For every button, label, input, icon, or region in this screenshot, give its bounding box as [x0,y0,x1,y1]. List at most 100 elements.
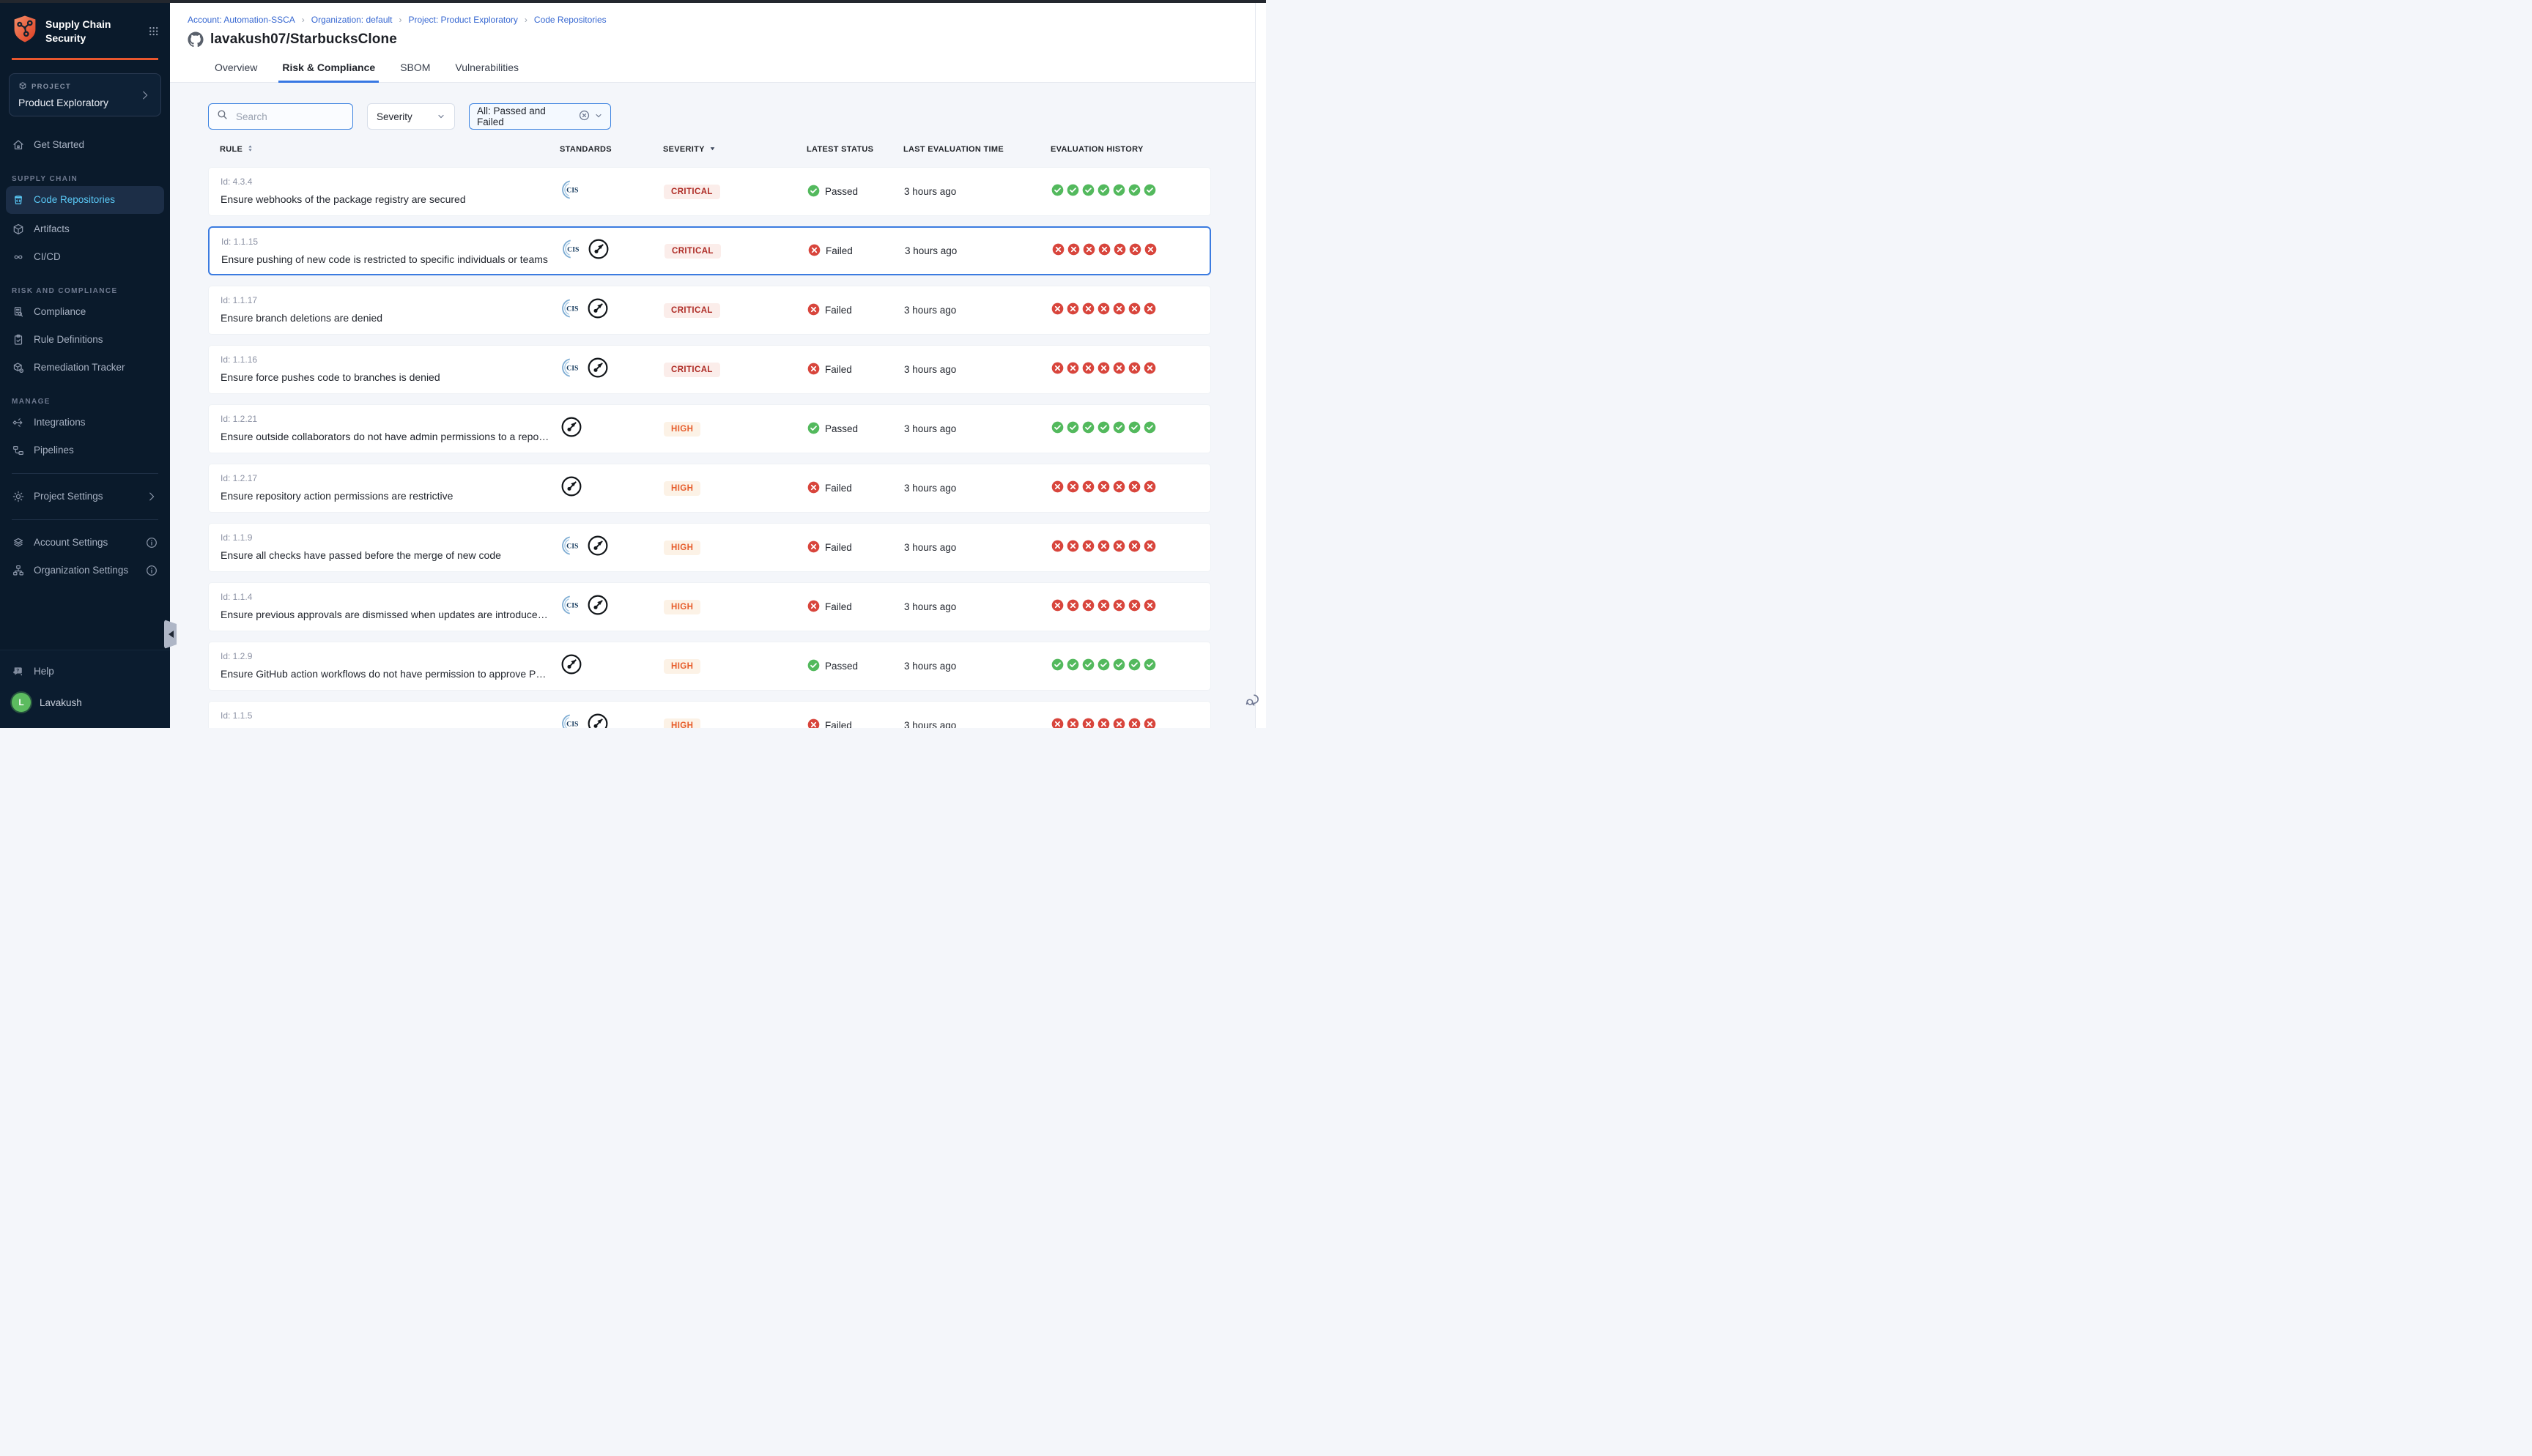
evaluation-fail-icon [1113,599,1125,615]
evaluation-fail-icon [1051,540,1064,556]
evaluation-fail-icon [1067,243,1080,259]
cis-standard-icon: CIS [560,179,582,204]
cicd-icon [12,250,25,264]
table-row[interactable]: Id: 1.2.17 Ensure repository action perm… [208,464,1211,513]
sidebar-item-rule-definitions[interactable]: Rule Definitions [0,326,170,354]
evaluation-fail-icon [1082,480,1095,497]
module-grid-icon[interactable] [148,26,160,37]
right-scroll-rail[interactable] [1255,3,1266,728]
evaluation-fail-icon [1144,599,1156,615]
table-row[interactable]: Id: 1.2.21 Ensure outside collaborators … [208,404,1211,453]
sidebar-item-label: Artifacts [34,223,70,234]
sidebar-item-organization-settings[interactable]: Organization Settings [0,557,170,584]
severity-badge: CRITICAL [664,184,720,199]
tab-risk-compliance[interactable]: Risk & Compliance [278,56,380,83]
sidebar-item-label: Integrations [34,416,86,428]
standards-cell: CIS [560,535,664,560]
project-selector[interactable]: PROJECT Product Exploratory [9,73,161,116]
table-row[interactable]: Id: 1.2.9 Ensure GitHub action workflows… [208,642,1211,691]
evaluation-fail-icon [1113,540,1125,556]
sidebar-item-project-settings[interactable]: Project Settings [0,483,170,510]
rule-id: Id: 1.2.9 [221,651,253,661]
latest-status-cell: Failed [807,303,904,318]
evaluation-pass-icon [1128,184,1141,200]
evaluation-pass-icon [1097,184,1110,200]
evaluation-history-cell [1051,184,1210,200]
status-filter-dropdown[interactable]: All: Passed and Failed [469,103,611,130]
last-evaluation-time: 3 hours ago [904,661,957,672]
table-row[interactable]: Id: 1.1.16 Ensure force pushes code to b… [208,345,1211,394]
status-label: Failed [825,601,852,612]
sidebar-item-integrations[interactable]: Integrations [0,409,170,437]
evaluation-fail-icon [1113,718,1125,728]
sidebar-item-pipelines[interactable]: Pipelines [0,437,170,464]
table-row[interactable]: Id: 1.1.5 CIS HIGH Failed 3 hours ago [208,701,1211,728]
sidebar-item-help[interactable]: ? Help [0,658,170,686]
project-name: Product Exploratory [18,97,108,108]
severity-cell: CRITICAL [664,302,807,318]
failed-icon [807,363,820,377]
search-input[interactable] [234,110,345,123]
severity-cell: HIGH [664,480,807,496]
owasp-standard-icon [560,416,582,442]
evaluation-history-cell [1051,421,1210,437]
breadcrumb-link[interactable]: Code Repositories [533,15,607,25]
sidebar-collapse-handle[interactable] [164,620,177,649]
standards-cell: CIS [560,594,664,620]
column-header-standards: STANDARDS [560,145,663,154]
rule-cell: Id: 4.3.4 Ensure webhooks of the package… [209,168,560,207]
svg-text:CIS: CIS [567,246,580,254]
latest-status-cell: Passed [807,185,904,199]
app-logo-shield-icon [12,15,38,48]
sidebar-item-compliance[interactable]: Compliance [0,298,170,326]
sidebar-item-code-repositories[interactable]: Code Repositories [6,186,164,214]
table-row[interactable]: Id: 1.1.17 Ensure branch deletions are d… [208,286,1211,335]
latest-status-cell: Failed [807,481,904,496]
tab-overview[interactable]: Overview [215,62,258,73]
evaluation-history-cell [1051,658,1210,675]
owasp-standard-icon [588,238,610,264]
table-body: Id: 4.3.4 Ensure webhooks of the package… [208,167,1211,728]
breadcrumb-link[interactable]: Account: Automation-SSCA [188,15,295,25]
user-menu[interactable]: L Lavakush [0,686,170,719]
rule-id: Id: 1.1.4 [221,592,253,602]
status-label: Passed [825,423,859,434]
evaluation-fail-icon [1082,599,1095,615]
sidebar-item-label: Compliance [34,305,86,317]
column-header-label: LAST EVALUATION TIME [903,145,1004,154]
sidebar-item-get-started[interactable]: Get Started [0,131,170,159]
sidebar-item-artifacts[interactable]: Artifacts [0,215,170,243]
evaluation-history-cell [1051,599,1210,615]
evaluation-pass-icon [1128,421,1141,437]
severity-filter-dropdown[interactable]: Severity [367,103,455,130]
remediation-icon [12,361,25,374]
sidebar-item-remediation-tracker[interactable]: Remediation Tracker [0,354,170,382]
filter-bar: Severity All: Passed and Failed [208,103,1221,130]
table-row[interactable]: Id: 1.1.4 Ensure previous approvals are … [208,582,1211,631]
owasp-standard-icon [587,535,609,560]
chat-support-icon[interactable] [1245,693,1261,709]
rule-cell: Id: 1.2.21 Ensure outside collaborators … [209,405,560,444]
user-name: Lavakush [40,697,82,708]
status-label: Failed [825,364,852,375]
evaluation-fail-icon [1128,362,1141,378]
evaluation-fail-icon [1113,302,1125,319]
table-row[interactable]: Id: 1.1.15 Ensure pushing of new code is… [208,226,1211,275]
column-header-severity[interactable]: SEVERITY [663,144,807,155]
last-evaluation-time: 3 hours ago [904,364,957,375]
breadcrumb-link[interactable]: Project: Product Exploratory [408,15,518,25]
table-row[interactable]: Id: 4.3.4 Ensure webhooks of the package… [208,167,1211,216]
table-row[interactable]: Id: 1.1.9 Ensure all checks have passed … [208,523,1211,572]
sidebar-item-ci-cd[interactable]: CI/CD [0,243,170,271]
sidebar-item-account-settings[interactable]: Account Settings [0,529,170,557]
evaluation-fail-icon [1082,302,1095,319]
tab-sbom[interactable]: SBOM [400,62,431,73]
evaluation-pass-icon [1144,421,1156,437]
tab-vulnerabilities[interactable]: Vulnerabilities [455,62,519,73]
breadcrumb-link[interactable]: Organization: default [311,15,393,25]
clear-filter-icon[interactable] [578,109,591,124]
evaluation-fail-icon [1144,540,1156,556]
rule-cell: Id: 1.1.15 Ensure pushing of new code is… [210,228,561,267]
column-header-rule[interactable]: RULE [208,143,560,156]
rule-id: Id: 1.1.5 [221,710,253,721]
